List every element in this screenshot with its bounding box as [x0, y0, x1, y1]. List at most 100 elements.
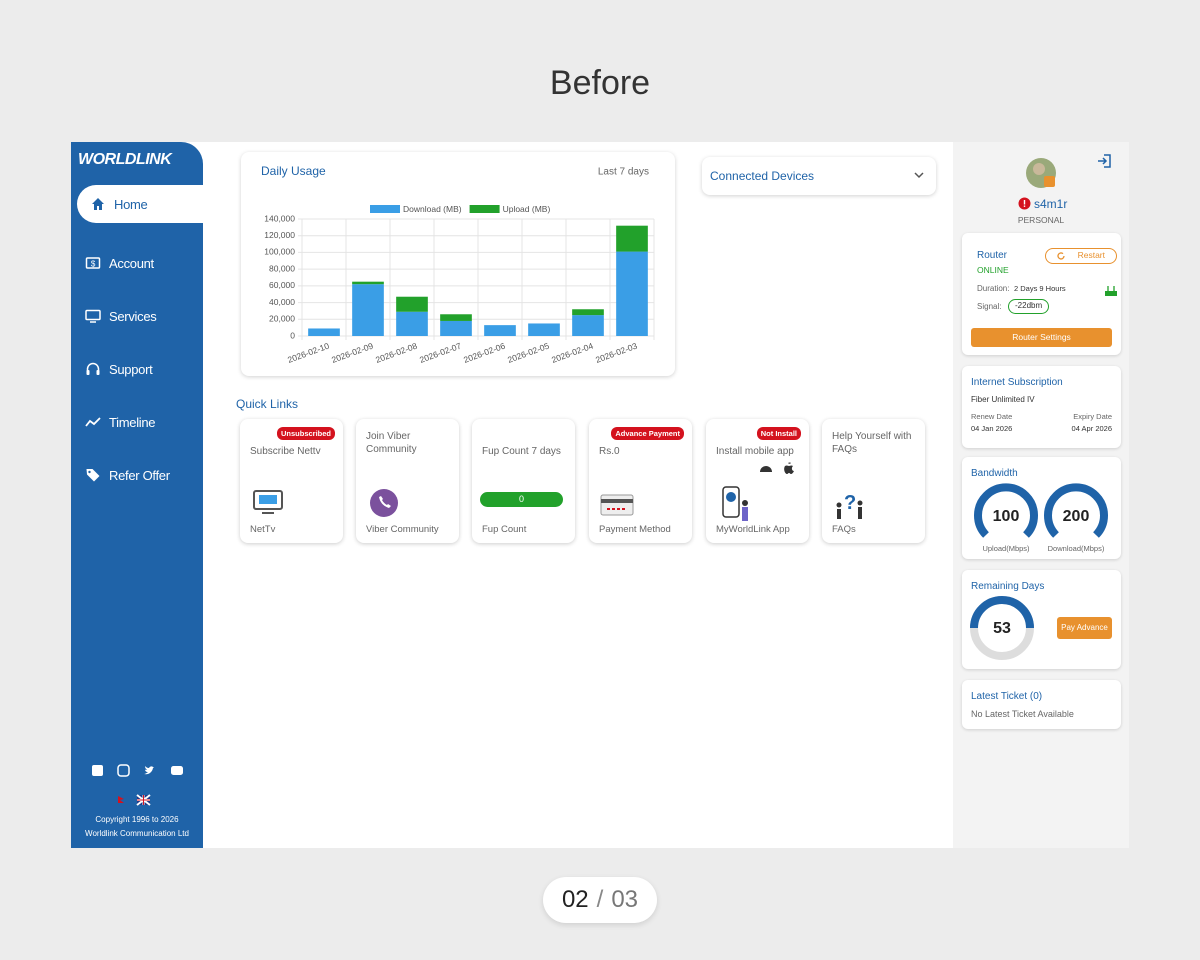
sidebar	[71, 142, 203, 848]
download-label: Download(Mbps)	[1047, 544, 1105, 553]
username: s4m1r	[1034, 197, 1068, 211]
y-tick-label: 60,000	[269, 280, 295, 290]
pager: 02 / 03	[543, 877, 657, 923]
logo: WORLDLINK	[78, 151, 172, 168]
remaining-card: Remaining Days 53 Pay Advance	[962, 570, 1121, 669]
card-title: Bandwidth	[971, 468, 1018, 479]
legend-swatch	[370, 205, 400, 213]
duration: 2 Days 9 Hours	[1014, 284, 1066, 293]
bar	[440, 320, 472, 336]
x-tick-label: 2026-02-09	[330, 341, 375, 365]
timeline-icon	[85, 417, 101, 427]
badge: Unsubscribed	[276, 427, 335, 440]
copyright: Worldlink Communication Ltd	[85, 829, 189, 838]
signal-label: Signal:	[977, 302, 1002, 311]
legend-label: Upload (MB)	[503, 204, 551, 214]
restart-icon	[1057, 252, 1065, 260]
remaining-gauge: 53	[970, 596, 1034, 660]
avatar[interactable]	[1024, 156, 1060, 192]
nav-home[interactable]: Home	[90, 196, 148, 212]
x-tick-label: 2026-02-07	[418, 341, 463, 365]
restart-label: Restart	[1077, 250, 1105, 260]
router-title: Router	[977, 250, 1008, 261]
bar	[572, 315, 604, 336]
instagram-icon[interactable]	[117, 764, 130, 777]
bar	[572, 309, 604, 316]
nav-refer[interactable]: Refer Offer	[85, 467, 170, 483]
y-tick-label: 80,000	[269, 263, 295, 273]
card-title: Join Viber Community	[366, 431, 417, 455]
bar	[352, 284, 384, 336]
youtube-icon[interactable]	[171, 766, 183, 775]
payment-icon	[600, 494, 634, 516]
legend-label: Download (MB)	[403, 204, 462, 214]
platform-icons	[760, 462, 794, 474]
y-tick-label: 120,000	[264, 230, 295, 240]
svg-text:$: $	[91, 260, 96, 269]
nav-timeline[interactable]: Timeline	[85, 414, 156, 430]
quick-link-card[interactable]: Help Yourself with FAQs ? FAQs	[822, 419, 925, 543]
pager-total: 03	[611, 886, 639, 913]
bar	[308, 328, 340, 336]
bar	[352, 281, 384, 285]
nav-label: Timeline	[109, 414, 156, 430]
usage-chart: Daily Usage Last 7 days 0 20,000 40,000 60,…	[261, 164, 655, 365]
alert-icon	[1018, 197, 1031, 210]
expiry-label: Expiry Date	[1073, 412, 1112, 421]
services-icon	[85, 309, 101, 323]
card-title: Remaining Days	[971, 581, 1045, 592]
router-card: Router ONLINE Restart Duration: 2 Days 9…	[962, 233, 1121, 355]
account-icon: $	[85, 257, 101, 269]
bar	[440, 314, 472, 321]
tag-icon	[86, 469, 100, 482]
quick-link-card[interactable]: Not Install Install mobile app MyWorldLi…	[706, 419, 809, 543]
chart-title: Daily Usage	[261, 164, 326, 178]
svg-text:?: ?	[844, 492, 856, 514]
faq-icon: ?	[836, 492, 863, 519]
renew-date: 04 Jan 2026	[971, 424, 1013, 433]
connected-devices[interactable]	[702, 157, 936, 195]
nepal-flag[interactable]	[118, 796, 124, 803]
usage-card	[241, 152, 675, 376]
support-icon	[86, 362, 100, 375]
router-settings-button[interactable]: Router Settings	[971, 328, 1112, 347]
nav-label: Account	[109, 255, 154, 271]
quick-link-card[interactable]: Advance Payment Rs.0 Payment Method	[589, 419, 692, 543]
pager-separator: /	[596, 886, 604, 913]
nav-account[interactable]: $ Account	[85, 255, 154, 271]
nav-support[interactable]: Support	[85, 361, 153, 377]
card-title: Latest Ticket (0)	[971, 691, 1043, 702]
home-icon	[92, 198, 104, 210]
legend-swatch	[469, 205, 500, 213]
bar	[396, 296, 428, 312]
x-tick-label: 2026-02-08	[374, 341, 419, 365]
card-label: FAQs	[832, 524, 856, 535]
logout-icon[interactable]	[1096, 153, 1112, 169]
chevron	[914, 172, 924, 179]
card-label: NetTv	[250, 524, 276, 535]
router-icon	[1105, 286, 1117, 296]
bar	[528, 323, 560, 336]
nav-label: Support	[109, 361, 153, 377]
quick-link-card[interactable]: Fup Count 7 days 0 Fup Count	[472, 419, 575, 543]
quick-links-title: Quick Links	[236, 397, 299, 411]
signal: -22dbm	[1008, 299, 1050, 314]
badge: Advance Payment	[611, 427, 684, 440]
subscription-card: Internet Subscription Fiber Unlimited IV…	[962, 366, 1121, 448]
restart-button[interactable]: Restart	[1045, 248, 1117, 264]
nav-services[interactable]: Services	[85, 308, 157, 324]
x-tick-label: 2026-02-05	[506, 341, 551, 365]
card-label: Viber Community	[366, 524, 439, 535]
x-tick-label: 2026-02-04	[550, 341, 595, 365]
pay-advance-button[interactable]: Pay Advance	[1057, 617, 1112, 639]
bar	[616, 225, 648, 252]
fup-count-bar: 0	[480, 492, 563, 507]
twitter-icon[interactable]	[144, 766, 154, 775]
quick-link-card[interactable]: Unsubscribed Subscribe Nettv NetTv	[240, 419, 343, 543]
card-title: Help Yourself with FAQs	[832, 431, 912, 455]
quick-link-card[interactable]: Join Viber Community Viber Community	[356, 419, 459, 543]
y-tick-label: 40,000	[269, 297, 295, 307]
facebook-icon[interactable]	[92, 765, 103, 776]
